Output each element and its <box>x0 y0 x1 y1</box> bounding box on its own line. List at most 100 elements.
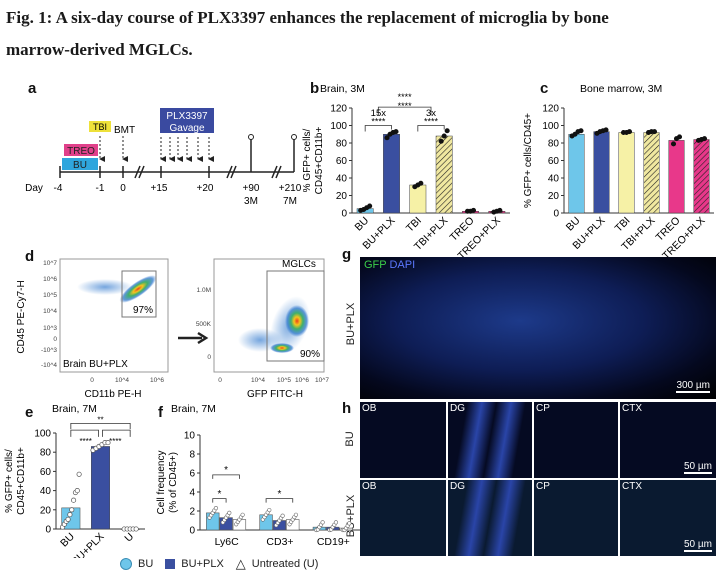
x-tick-label: BU <box>58 531 77 550</box>
timeline-labels: Day -4 -1 0 +15 +20 +90 +210 3M 7M <box>25 183 302 207</box>
title-line-1: Fig. 1: A six-day course of PLX3397 enha… <box>6 8 609 27</box>
data-point <box>367 203 373 209</box>
endpoint-marker <box>248 134 254 140</box>
left-x-label: CD11b PE-H <box>84 389 141 400</box>
bar-BU+PLX <box>91 446 110 530</box>
annotation: * <box>277 489 281 500</box>
data-point <box>67 512 73 518</box>
x-tick-label: CD19+ <box>317 536 350 548</box>
panel-label-a: a <box>28 80 37 97</box>
y-tick-label: 20 <box>548 191 560 202</box>
annotation: **** <box>79 437 91 446</box>
legend-square-icon <box>165 559 176 569</box>
bu-label: BU <box>73 160 87 171</box>
treo-box <box>64 144 98 156</box>
right-x-label: GFP FITC-H <box>247 389 303 400</box>
data-point <box>418 180 424 186</box>
svg-text:10^3: 10^3 <box>43 325 57 332</box>
bar-BU+PLX <box>593 131 610 214</box>
region-label: DG <box>450 481 465 492</box>
title-line-2: marrow-derived MGLCs. <box>6 40 193 59</box>
y-tick-label: 80 <box>548 139 560 150</box>
left-y-ticks: 10^7 10^6 10^5 10^4 10^3 0 -10^3 -10^4 <box>41 260 57 369</box>
right-gate <box>266 270 325 362</box>
panel-label-c: c <box>540 80 549 97</box>
tick-label: 0 <box>120 183 126 194</box>
y-tick-label: 60 <box>548 156 560 167</box>
chart-f: Brain, 7M 0 2 4 6 8 10 Cell frequency (% of CD45… <box>156 403 360 548</box>
y-tick-label: 60 <box>336 156 348 167</box>
right-y-ticks: 1.0M 500K 0 <box>196 287 212 361</box>
left-gate-percent: 97% <box>133 305 153 316</box>
chart-c: Bone marrow, 3M 0 20 40 60 80 100 120 % GFP+ cel… <box>523 83 714 260</box>
region-label: CP <box>536 481 550 492</box>
y-tick-label: 40 <box>40 486 52 497</box>
bar-BU <box>568 134 585 214</box>
x-tick-label: TBI <box>613 215 633 235</box>
tick-label: +20 <box>197 183 214 194</box>
data-point <box>65 516 71 522</box>
tick-label: +15 <box>151 183 168 194</box>
tile-bu-cp: CP <box>534 402 618 478</box>
y-tick-label: 2 <box>189 507 195 518</box>
y-axis-label: (% of CD45+) <box>168 452 179 513</box>
right-x-ticks: 0 10^4 10^5 10^6 10^7 <box>218 377 329 384</box>
chart-e: Brain, 7M 0 20 40 60 80 100 % GFP+ cells/CD45+C… <box>4 403 145 558</box>
left-sample-label: Brain BU+PLX <box>63 359 128 370</box>
bar-TBI+PLX <box>435 135 453 214</box>
data-point <box>470 207 477 213</box>
sub-tick-label: 3M <box>244 196 258 207</box>
bracket <box>212 474 240 479</box>
data-point <box>267 507 272 513</box>
bar-BU+PLX <box>383 134 400 214</box>
y-tick-label: 4 <box>189 488 195 499</box>
tbi-box <box>89 121 111 132</box>
chart-title: Bone marrow, 3M <box>580 83 662 95</box>
y-tick-label: 0 <box>341 209 347 220</box>
data-point <box>578 128 584 134</box>
y-tick-label: 100 <box>542 121 559 132</box>
region-label: CTX <box>622 403 642 414</box>
data-point <box>69 507 75 513</box>
data-point <box>240 512 245 517</box>
x-tick-label: BU <box>564 215 583 234</box>
data-point <box>676 134 683 140</box>
tbi-label: TBI <box>93 122 107 132</box>
svg-text:10^4: 10^4 <box>251 377 265 384</box>
bracket <box>377 106 432 115</box>
svg-text:10^6: 10^6 <box>43 276 57 283</box>
data-point <box>701 136 708 142</box>
x-tick-label: CD3+ <box>266 536 293 548</box>
g-row-label: BU+PLX <box>345 302 357 346</box>
left-plot-frame <box>59 258 169 373</box>
panel-label-e: e <box>25 404 34 421</box>
tick-label: +90 <box>243 183 260 194</box>
bracket <box>265 498 294 503</box>
chart-title: Brain, 7M <box>52 403 97 415</box>
tile-buplx-ob: OB <box>360 480 446 556</box>
region-label: DG <box>450 403 465 414</box>
flow-cytometry-plots: 97% Brain BU+PLX 10^7 10^6 10^5 10^4 10^3 0… <box>16 258 329 400</box>
bar-TREO+PLX <box>693 139 710 214</box>
legend-label-untreated: Untreated (U) <box>251 558 319 570</box>
legend-triangle-icon: △ <box>235 556 246 571</box>
tick-label: -1 <box>96 183 105 194</box>
y-tick-label: 40 <box>548 174 560 185</box>
data-point <box>280 513 285 518</box>
day-label: Day <box>25 183 43 194</box>
tile-bu-ctx: CTX 50 µm <box>620 402 716 478</box>
right-gate-name: MGLCs <box>282 259 316 270</box>
legend: BU BU+PLX △ Untreated (U) <box>120 556 318 572</box>
legend-label-bu: BU <box>138 558 154 570</box>
chart-b: Brain, 3M 0 20 40 60 80 100 120 % GFP+ cells/CD4… <box>302 83 510 260</box>
x-tick-label: BU <box>352 215 371 234</box>
data-point <box>71 497 77 503</box>
svg-text:10^6: 10^6 <box>295 377 309 384</box>
cell-density <box>119 275 157 303</box>
annotation: **** <box>398 92 413 102</box>
panel-label-f: f <box>158 404 163 421</box>
data-point <box>74 488 80 494</box>
svg-text:0: 0 <box>207 354 211 361</box>
scale-bar-h1: 50 µm <box>684 461 712 474</box>
annotation: * <box>224 465 228 476</box>
